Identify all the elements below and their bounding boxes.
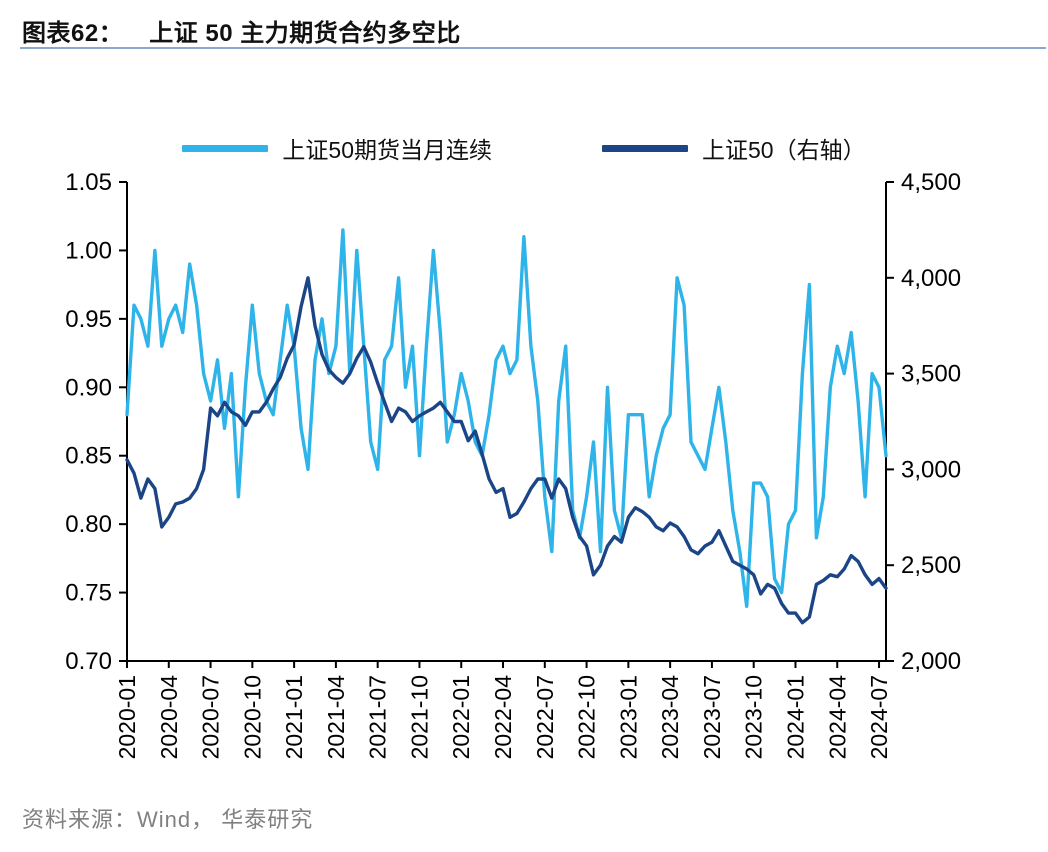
chart-legend: 上证50期货当月连续 上证50（右轴） <box>0 131 1048 165</box>
svg-text:2023-10: 2023-10 <box>741 675 767 759</box>
svg-text:0.90: 0.90 <box>65 374 112 401</box>
svg-text:0.85: 0.85 <box>65 443 112 470</box>
svg-text:2020-10: 2020-10 <box>239 675 265 759</box>
svg-text:1.00: 1.00 <box>65 237 112 264</box>
legend-label-futures: 上证50期货当月连续 <box>282 137 492 163</box>
title-divider <box>20 47 1046 49</box>
svg-text:2021-10: 2021-10 <box>406 675 432 759</box>
legend-label-index: 上证50（右轴） <box>702 137 866 163</box>
svg-text:2020-04: 2020-04 <box>156 675 182 760</box>
svg-text:0.95: 0.95 <box>65 306 112 333</box>
figure-number-label: 图表62： <box>22 20 124 47</box>
svg-text:2022-04: 2022-04 <box>490 675 516 760</box>
legend-item-futures: 上证50期货当月连续 <box>182 131 492 165</box>
svg-text:0.70: 0.70 <box>65 648 112 675</box>
svg-text:2023-04: 2023-04 <box>657 675 683 760</box>
svg-text:4,000: 4,000 <box>901 265 961 292</box>
svg-text:2022-07: 2022-07 <box>532 675 558 759</box>
svg-text:2021-01: 2021-01 <box>281 675 307 759</box>
svg-text:0.80: 0.80 <box>65 511 112 538</box>
svg-text:0.75: 0.75 <box>65 580 112 607</box>
svg-text:2021-04: 2021-04 <box>323 675 349 760</box>
svg-text:1.05: 1.05 <box>65 169 112 196</box>
figure-title-text: 上证 50 主力期货合约多空比 <box>149 20 461 47</box>
svg-text:2024-01: 2024-01 <box>782 675 808 759</box>
svg-text:2020-01: 2020-01 <box>114 675 140 759</box>
svg-text:2024-07: 2024-07 <box>866 675 892 759</box>
svg-text:4,500: 4,500 <box>901 169 961 196</box>
figure-title: 图表62： 上证 50 主力期货合约多空比 <box>22 13 461 48</box>
svg-text:2022-10: 2022-10 <box>574 675 600 759</box>
svg-text:3,000: 3,000 <box>901 456 961 483</box>
legend-swatch-light-blue <box>182 144 269 152</box>
svg-text:2023-07: 2023-07 <box>699 675 725 759</box>
legend-item-index: 上证50（右轴） <box>602 131 866 165</box>
legend-swatch-dark-blue <box>602 144 688 152</box>
svg-text:2021-07: 2021-07 <box>365 675 391 759</box>
svg-text:2,500: 2,500 <box>901 552 961 579</box>
svg-text:2024-04: 2024-04 <box>824 675 850 760</box>
source-note: 资料来源：Wind， 华泰研究 <box>22 807 314 832</box>
svg-text:2,000: 2,000 <box>901 648 961 675</box>
svg-text:2020-07: 2020-07 <box>198 675 224 759</box>
svg-text:3,500: 3,500 <box>901 361 961 388</box>
svg-text:2022-01: 2022-01 <box>448 675 474 759</box>
svg-text:2023-01: 2023-01 <box>615 675 641 759</box>
